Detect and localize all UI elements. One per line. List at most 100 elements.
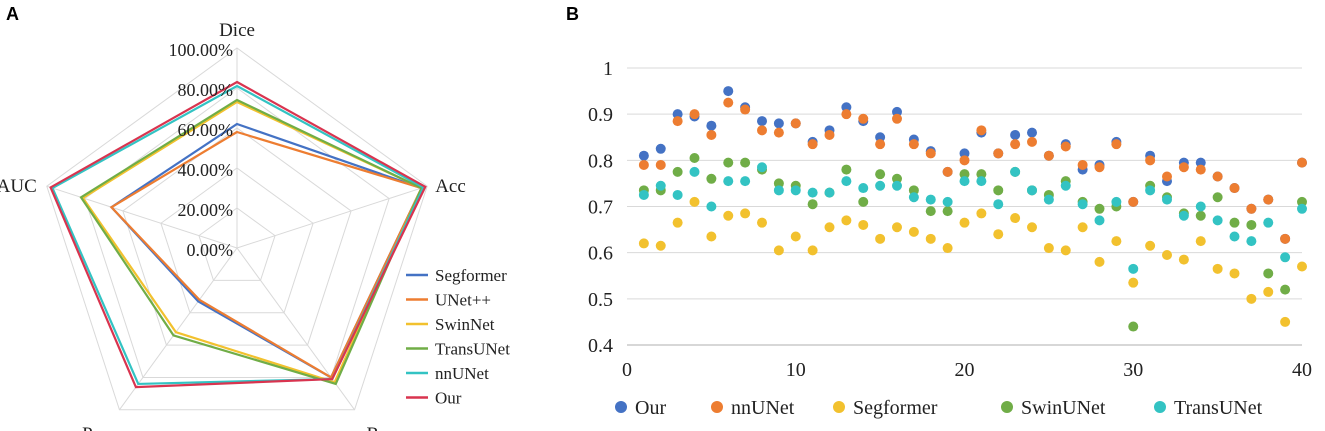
scatter-point-segformer xyxy=(689,196,700,207)
radar-tick-label: 100.00% xyxy=(169,40,234,60)
scatter-x-tick-label: 20 xyxy=(955,359,975,381)
scatter-point-our xyxy=(723,86,734,97)
scatter-point-our xyxy=(892,106,902,117)
scatter-point-our xyxy=(706,120,717,131)
scatter-point-transunet xyxy=(908,192,919,203)
scatter-point-transunet xyxy=(672,189,683,200)
scatter-point-nnunet xyxy=(655,159,666,170)
scatter-point-segformer xyxy=(706,231,717,242)
scatter-point-swinunet xyxy=(942,206,953,217)
scatter-point-segformer xyxy=(841,215,852,226)
radar-legend-label-transunet: TransUNet xyxy=(435,340,510,359)
scatter-point-segformer xyxy=(672,217,683,228)
scatter-point-segformer xyxy=(1077,222,1088,233)
scatter-point-transunet xyxy=(841,176,852,187)
scatter-point-nnunet xyxy=(689,109,700,120)
radar-grid-ring xyxy=(46,47,428,411)
scatter-point-segformer xyxy=(858,219,869,230)
radar-legend-label-nnunet: nnUNet xyxy=(435,364,489,383)
radar-series-our xyxy=(49,80,427,389)
scatter-legend-label-our: Our xyxy=(635,397,666,419)
scatter-point-nnunet xyxy=(1094,162,1105,173)
scatter-point-swinunet xyxy=(773,178,784,189)
scatter-point-nnunet xyxy=(672,116,683,127)
scatter-point-segformer xyxy=(1229,268,1240,279)
scatter-point-transunet xyxy=(1263,217,1274,228)
scatter-point-transunet xyxy=(740,176,751,187)
scatter-point-nnunet xyxy=(1212,171,1223,182)
scatter-point-segformer xyxy=(875,233,886,244)
scatter-point-transunet xyxy=(1195,201,1206,212)
scatter-point-transunet xyxy=(1010,166,1021,177)
scatter-point-nnunet xyxy=(757,125,767,136)
scatter-x-tick-label: 30 xyxy=(1123,359,1143,381)
radar-axis-label-acc: Acc xyxy=(435,176,466,197)
scatter-point-nnunet xyxy=(875,139,886,150)
scatter-point-nnunet xyxy=(942,166,953,177)
scatter-point-nnunet xyxy=(892,113,902,124)
scatter-point-swinunet xyxy=(1263,268,1274,279)
scatter-point-segformer xyxy=(807,245,818,256)
scatter-y-tick-label: 1 xyxy=(603,58,613,80)
scatter-point-nnunet xyxy=(723,97,734,108)
scatter-point-our xyxy=(672,109,683,120)
radar-legend-label-segformer: Segformer xyxy=(435,266,507,285)
scatter-point-swinunet xyxy=(807,199,818,210)
radar-series-transunet xyxy=(79,98,423,386)
scatter-point-transunet xyxy=(689,166,700,177)
scatter-point-our xyxy=(773,118,784,129)
scatter-point-transunet xyxy=(1212,215,1223,226)
radar-axis-label-pre: Pre xyxy=(82,424,107,431)
scatter-point-nnunet xyxy=(925,148,936,159)
scatter-point-transunet xyxy=(925,194,936,205)
radar-tick-label: 0.00% xyxy=(187,240,234,260)
scatter-point-nnunet xyxy=(1145,155,1156,166)
scatter-point-segformer xyxy=(942,243,953,254)
scatter-point-transunet xyxy=(1246,236,1257,247)
scatter-point-nnunet xyxy=(908,139,919,150)
scatter-point-segformer xyxy=(757,217,767,228)
scatter-point-segformer xyxy=(1060,245,1071,256)
scatter-point-swinunet xyxy=(740,157,751,168)
radar-tick-label: 60.00% xyxy=(178,120,234,140)
radar-legend-label-our: Our xyxy=(435,389,462,408)
scatter-point-nnunet xyxy=(1246,203,1257,214)
scatter-legend-label-swinunet: SwinUNet xyxy=(1021,397,1106,419)
panel-b-label: B xyxy=(566,4,579,24)
scatter-point-our xyxy=(638,150,649,161)
scatter-point-our xyxy=(1027,127,1037,138)
radar-axis-label-dice: Dice xyxy=(219,20,255,41)
scatter-point-swinunet xyxy=(672,166,683,177)
scatter-point-transunet xyxy=(773,185,784,196)
scatter-legend-marker-nnunet xyxy=(711,401,723,413)
scatter-y-tick-label: 0.9 xyxy=(588,104,613,126)
scatter-x-tick-label: 0 xyxy=(622,359,632,381)
scatter-point-segformer xyxy=(959,217,970,228)
scatter-point-segformer xyxy=(1280,316,1291,327)
scatter-point-swinunet xyxy=(1195,210,1206,221)
scatter-point-segformer xyxy=(723,210,734,221)
radar-spoke xyxy=(236,247,355,411)
scatter-point-segformer xyxy=(773,245,784,256)
scatter-point-nnunet xyxy=(1128,196,1139,207)
scatter-point-swinunet xyxy=(723,157,734,168)
scatter-point-segformer xyxy=(638,238,649,249)
radar-series-unet xyxy=(109,130,424,380)
scatter-y-tick-label: 0.6 xyxy=(588,243,613,265)
scatter-point-transunet xyxy=(723,176,734,187)
radar-series-nnunet xyxy=(51,84,425,386)
radar-chart: 0.00% 20.00% 40.00% 60.00% 80.00% 100.00%Dice… xyxy=(0,20,510,431)
scatter-point-swinunet xyxy=(908,185,919,196)
scatter-point-swinunet xyxy=(875,169,886,180)
scatter-point-swinunet xyxy=(993,185,1004,196)
scatter-point-transunet xyxy=(807,187,818,198)
scatter-point-nnunet xyxy=(993,148,1004,159)
scatter-point-nnunet xyxy=(1027,136,1037,147)
scatter-point-transunet xyxy=(1229,231,1240,242)
scatter-point-segformer xyxy=(1297,261,1307,272)
scatter-point-nnunet xyxy=(959,155,970,166)
scatter-point-segformer xyxy=(976,208,987,219)
scatter-point-transunet xyxy=(1060,180,1071,191)
scatter-point-transunet xyxy=(824,187,835,198)
